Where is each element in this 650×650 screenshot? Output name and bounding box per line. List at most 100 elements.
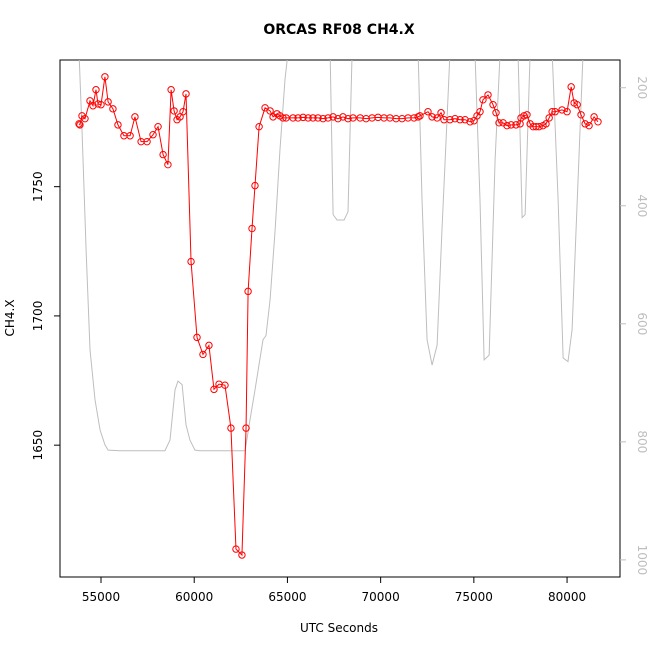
- data-point: [164, 160, 172, 169]
- plot-area: [75, 60, 602, 559]
- data-point: [279, 114, 287, 122]
- data-point: [97, 101, 105, 109]
- data-point: [577, 111, 585, 119]
- data-point: [339, 113, 347, 121]
- data-point: [238, 551, 246, 559]
- data-point: [187, 257, 195, 266]
- x-tick-label: 65000: [268, 590, 306, 604]
- data-point: [149, 131, 157, 139]
- data-point: [294, 114, 302, 122]
- y2-tick-label: 1000: [635, 545, 649, 576]
- data-point: [126, 132, 134, 140]
- data-point: [248, 224, 256, 233]
- data-point: [170, 107, 178, 115]
- data-point: [227, 424, 235, 432]
- y-axis-label: CH4.X: [3, 299, 17, 336]
- data-point: [221, 381, 229, 389]
- x-axis-label: UTC Seconds: [300, 621, 378, 635]
- data-point: [314, 114, 322, 122]
- data-point: [266, 107, 274, 115]
- data-point: [581, 120, 589, 128]
- data-point: [232, 545, 240, 553]
- data-point: [433, 114, 441, 122]
- data-point: [507, 121, 515, 129]
- data-point: [304, 114, 312, 122]
- data-point: [548, 108, 556, 116]
- data-point: [101, 73, 109, 81]
- data-point: [456, 116, 464, 124]
- data-point: [437, 109, 445, 117]
- data-point: [244, 287, 252, 296]
- y-tick-label: 1650: [31, 430, 45, 461]
- data-point: [131, 113, 139, 121]
- data-point: [428, 113, 436, 121]
- data-point: [159, 150, 167, 159]
- data-point: [512, 121, 520, 129]
- series-line: [78, 60, 584, 452]
- plot-frame: [59, 59, 621, 578]
- data-point: [329, 113, 337, 121]
- data-point: [205, 341, 213, 350]
- data-point: [109, 105, 117, 113]
- data-point: [92, 86, 100, 94]
- data-point: [309, 114, 317, 122]
- data-point: [255, 122, 263, 131]
- data-point: [344, 114, 352, 123]
- data-point: [289, 114, 297, 122]
- data-point: [461, 116, 469, 124]
- data-point: [319, 114, 327, 123]
- data-point: [76, 121, 84, 129]
- data-point: [104, 98, 112, 106]
- data-point: [594, 118, 602, 126]
- data-point: [199, 350, 207, 359]
- data-point: [179, 108, 187, 116]
- y2-tick-label: 400: [635, 194, 649, 217]
- data-point: [89, 102, 97, 110]
- data-point: [143, 137, 151, 146]
- data-point: [242, 424, 250, 432]
- y2-tick-label: 800: [635, 430, 649, 453]
- data-point: [503, 121, 511, 130]
- data-point: [535, 122, 543, 131]
- data-point: [558, 106, 566, 114]
- data-point: [299, 113, 307, 122]
- x-tick-label: 70000: [362, 590, 400, 604]
- data-point: [590, 113, 598, 121]
- data-point: [545, 114, 553, 122]
- data-point: [523, 111, 531, 119]
- data-point: [324, 114, 332, 122]
- data-point: [424, 108, 432, 116]
- data-point: [484, 91, 492, 99]
- data-point: [446, 116, 454, 124]
- data-point: [489, 101, 497, 109]
- data-point: [479, 96, 487, 104]
- x-tick-label: 60000: [175, 590, 213, 604]
- data-point: [334, 114, 342, 123]
- data-point: [466, 118, 474, 126]
- y-tick-label: 1750: [31, 171, 45, 202]
- data-point: [75, 120, 83, 128]
- data-point: [81, 114, 89, 123]
- data-point: [167, 86, 175, 94]
- data-point: [492, 109, 500, 117]
- data-point: [451, 114, 459, 123]
- data-point: [251, 181, 259, 190]
- data-point: [193, 333, 201, 342]
- data-point: [585, 121, 593, 130]
- series-line: [78, 76, 599, 557]
- data-point: [573, 101, 581, 109]
- data-point: [349, 114, 357, 122]
- data-point: [567, 83, 575, 91]
- y-tick-label: 1700: [31, 301, 45, 332]
- data-point: [532, 122, 540, 131]
- x-tick-label: 80000: [548, 590, 586, 604]
- x-tick-label: 75000: [455, 590, 493, 604]
- data-point: [416, 112, 424, 120]
- data-point: [476, 108, 484, 116]
- data-point: [414, 113, 422, 121]
- data-point: [182, 90, 190, 98]
- y2-tick-label: 200: [635, 76, 649, 99]
- chart-title: ORCAS RF08 CH4.X: [263, 22, 414, 38]
